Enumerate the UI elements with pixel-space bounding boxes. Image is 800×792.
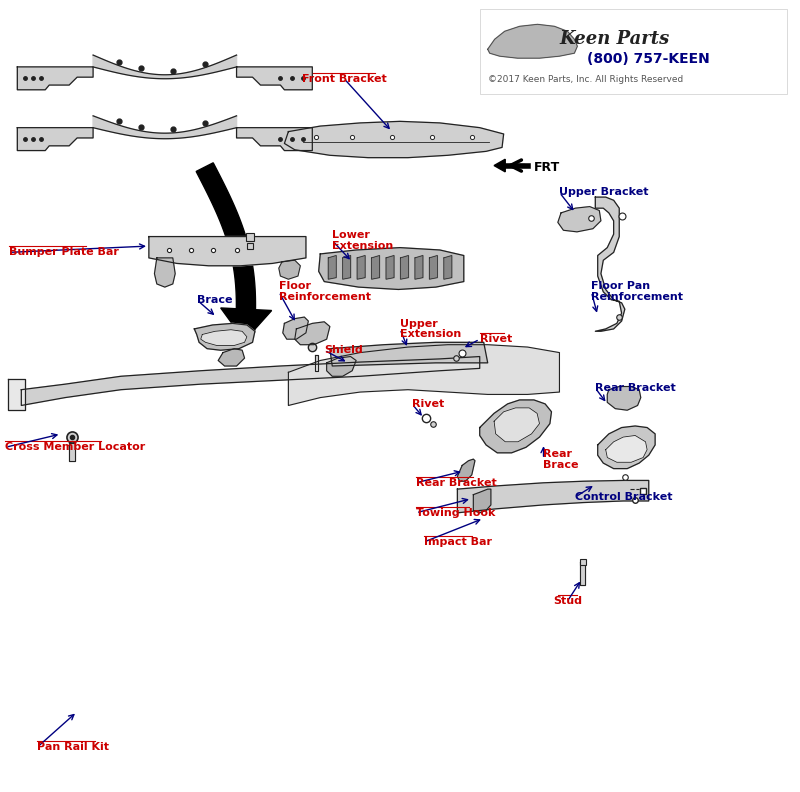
Text: Shield: Shield [324,345,363,356]
Polygon shape [279,261,300,280]
Polygon shape [330,342,488,366]
Polygon shape [22,356,480,406]
Polygon shape [237,128,312,150]
Text: Rear Bracket: Rear Bracket [595,383,676,393]
Text: Keen Parts: Keen Parts [559,30,670,48]
Text: ©2017 Keen Parts, Inc. All Rights Reserved: ©2017 Keen Parts, Inc. All Rights Reserv… [488,74,683,84]
Text: Floor
Reinforcement: Floor Reinforcement [279,281,371,303]
Polygon shape [18,128,93,150]
Polygon shape [430,256,438,280]
Text: Brace: Brace [197,295,232,305]
Polygon shape [326,356,356,376]
Text: FRT: FRT [534,161,560,173]
Polygon shape [371,256,379,280]
Polygon shape [201,329,247,345]
Polygon shape [18,67,93,89]
Polygon shape [149,237,306,266]
Text: Floor Pan
Reinforcement: Floor Pan Reinforcement [591,281,683,303]
Text: Rear Bracket: Rear Bracket [416,478,497,488]
Polygon shape [607,386,641,410]
Text: Upper
Extension: Upper Extension [400,318,462,339]
Bar [480,10,786,94]
Text: (800) 757-KEEN: (800) 757-KEEN [587,52,710,67]
Polygon shape [154,258,175,287]
Polygon shape [342,256,350,280]
Polygon shape [386,256,394,280]
Polygon shape [444,256,452,280]
Polygon shape [458,459,475,482]
Polygon shape [558,207,601,232]
Polygon shape [494,159,506,172]
Polygon shape [8,379,26,410]
Polygon shape [314,355,318,371]
Text: Rear
Brace: Rear Brace [543,449,579,470]
Text: Bumper Plate Bar: Bumper Plate Bar [10,247,119,257]
Polygon shape [606,436,647,463]
Polygon shape [357,256,365,280]
Text: Rivet: Rivet [480,334,512,345]
Polygon shape [401,256,409,280]
Polygon shape [283,317,308,339]
Text: Rivet: Rivet [412,399,444,409]
Polygon shape [194,323,255,350]
Text: Pan Rail Kit: Pan Rail Kit [38,742,110,752]
Polygon shape [480,400,551,453]
Text: Stud: Stud [553,596,582,606]
Polygon shape [294,322,330,345]
Polygon shape [458,481,649,512]
Text: Control Bracket: Control Bracket [575,492,673,502]
Polygon shape [93,55,237,78]
Text: Cross Member Locator: Cross Member Locator [6,442,146,452]
Polygon shape [415,256,423,280]
Polygon shape [474,489,491,512]
Polygon shape [595,197,625,331]
Polygon shape [328,256,336,280]
Polygon shape [285,121,504,158]
Polygon shape [318,248,464,289]
Text: Impact Bar: Impact Bar [424,537,492,547]
Polygon shape [494,408,539,442]
Text: Front Bracket: Front Bracket [302,74,386,84]
Text: Upper Bracket: Upper Bracket [559,188,649,197]
Polygon shape [598,426,655,469]
Text: Towing Hook: Towing Hook [416,508,495,518]
Polygon shape [196,163,255,333]
Polygon shape [69,444,74,461]
Polygon shape [237,67,312,89]
Text: Lower
Extension: Lower Extension [332,230,394,251]
Polygon shape [580,562,585,585]
Polygon shape [93,116,237,139]
Polygon shape [488,25,578,58]
Polygon shape [221,308,272,341]
Polygon shape [218,348,245,366]
Polygon shape [288,345,559,406]
